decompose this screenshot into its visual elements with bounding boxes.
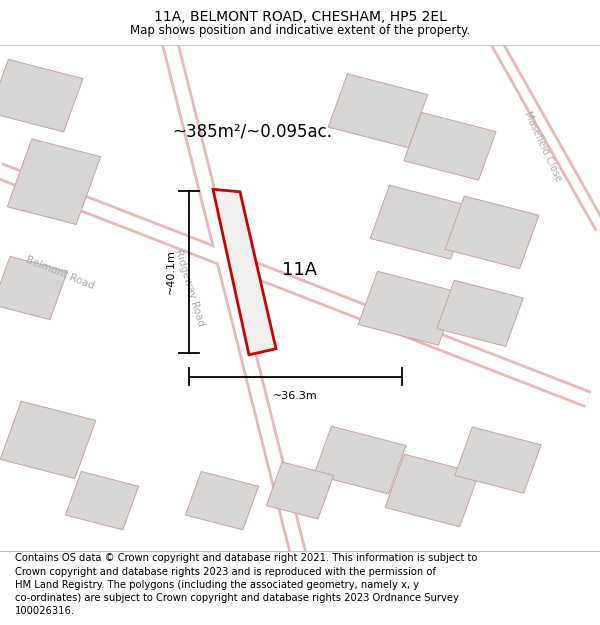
Text: Contains OS data © Crown copyright and database right 2021. This information is : Contains OS data © Crown copyright and d… — [15, 554, 478, 616]
Polygon shape — [7, 139, 101, 224]
Text: 11A: 11A — [283, 261, 317, 279]
Polygon shape — [266, 462, 334, 519]
Polygon shape — [314, 426, 406, 494]
Text: Ridgeway Road: Ridgeway Road — [173, 248, 205, 328]
Polygon shape — [0, 59, 83, 132]
Text: Map shows position and indicative extent of the property.: Map shows position and indicative extent… — [130, 24, 470, 37]
Polygon shape — [445, 196, 539, 269]
Text: ~385m²/~0.095ac.: ~385m²/~0.095ac. — [172, 122, 332, 140]
Polygon shape — [65, 471, 139, 530]
Polygon shape — [213, 189, 276, 355]
Polygon shape — [0, 256, 67, 319]
Polygon shape — [328, 74, 428, 148]
Polygon shape — [455, 427, 541, 493]
Polygon shape — [370, 185, 470, 259]
Text: ~36.3m: ~36.3m — [273, 391, 318, 401]
Text: Masefield Close: Masefield Close — [523, 109, 563, 183]
Polygon shape — [358, 271, 458, 345]
Text: 11A, BELMONT ROAD, CHESHAM, HP5 2EL: 11A, BELMONT ROAD, CHESHAM, HP5 2EL — [154, 10, 446, 24]
Polygon shape — [437, 280, 523, 346]
Text: Belmont Road: Belmont Road — [24, 254, 96, 291]
Polygon shape — [404, 112, 496, 180]
Text: ~40.1m: ~40.1m — [166, 249, 176, 294]
Polygon shape — [385, 454, 479, 527]
Polygon shape — [0, 401, 96, 479]
Polygon shape — [185, 471, 259, 530]
